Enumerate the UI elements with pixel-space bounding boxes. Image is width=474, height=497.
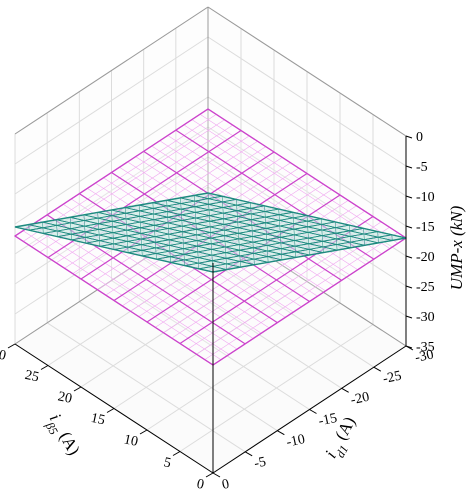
x-tick-label: 0 xyxy=(221,477,231,493)
z-tick-mark xyxy=(405,195,413,199)
z-tick-label: -25 xyxy=(416,280,435,295)
x-tick-mark xyxy=(373,366,382,372)
y-tick-mark xyxy=(7,343,16,349)
z-tick-mark xyxy=(405,165,413,169)
x-tick-label: -20 xyxy=(349,390,370,409)
z-tick-label: -35 xyxy=(416,340,435,355)
wall-left-gridline-z xyxy=(14,66,209,195)
x-tick-label: -15 xyxy=(317,411,338,430)
y-tick-label: 25 xyxy=(23,368,40,386)
y-axis-title-unit: (A) xyxy=(56,428,84,458)
x-tick-mark xyxy=(341,387,349,393)
x-tick-label: -25 xyxy=(382,369,403,388)
y-tick-label: 0 xyxy=(195,477,205,493)
flat-major-line-y xyxy=(14,108,209,237)
wall-right-gridline-z xyxy=(207,96,407,227)
x-tick-mark xyxy=(244,451,253,457)
z-tick-label: -10 xyxy=(416,190,435,205)
y-tick-label: 30 xyxy=(0,346,7,364)
z-tick-label: -30 xyxy=(416,310,435,325)
axis-ticks: 0-5-10-15-20-25-300510152025300-5-10-15-… xyxy=(0,130,435,493)
x-tick-label: -10 xyxy=(285,432,306,451)
flat-major-line-x xyxy=(207,108,407,239)
z-axis-title: UMP-x (kN) xyxy=(447,205,466,290)
z-tick-mark xyxy=(405,315,413,319)
y-tick-mark xyxy=(106,408,115,413)
z-tick-mark xyxy=(405,255,413,259)
x-tick-label: -5 xyxy=(253,455,268,472)
wall-right-gridline-z xyxy=(207,66,407,197)
floor-gridline-y xyxy=(179,324,374,452)
y-axis-title-subscript: β5 xyxy=(42,419,61,437)
wall-left-gridline-z xyxy=(14,36,209,165)
y-tick-label: 20 xyxy=(56,389,73,407)
z-tick-mark xyxy=(405,285,413,289)
y-tick-label: 15 xyxy=(89,411,106,429)
y-tick-label: 10 xyxy=(122,432,139,450)
wall-right-gridline-z xyxy=(207,36,407,167)
y-axis-title: iβ5(A) xyxy=(41,410,84,461)
z-tick-label: -20 xyxy=(416,250,435,265)
y-tick-mark xyxy=(139,429,148,435)
y-tick-mark xyxy=(205,472,214,478)
y-tick-mark xyxy=(40,365,49,370)
wall-left-gridline-z xyxy=(14,96,209,225)
surface-layers xyxy=(13,108,408,366)
y-tick-label: 5 xyxy=(162,455,172,471)
x-axis-title-subscript: d1 xyxy=(333,443,351,460)
box-edge-back-top-right xyxy=(207,6,407,137)
z-tick-label: 0 xyxy=(416,130,423,145)
floor-gridline-y xyxy=(146,302,341,431)
x-tick-label: -30 xyxy=(414,347,435,366)
z-tick-label: -15 xyxy=(416,220,435,235)
z-tick-mark xyxy=(405,225,413,229)
x-tick-mark xyxy=(309,409,317,414)
y-tick-mark xyxy=(73,386,82,392)
x-tick-mark xyxy=(277,430,285,436)
z-tick-mark xyxy=(405,345,413,349)
y-tick-mark xyxy=(172,451,181,456)
inclined-surface-outline xyxy=(14,192,407,273)
z-tick-mark xyxy=(405,135,413,139)
x-tick-mark xyxy=(212,472,221,478)
inclined-surface-mesh xyxy=(14,192,407,273)
z-tick-label: -5 xyxy=(416,160,428,175)
box-edge-back-top-left xyxy=(14,6,209,135)
